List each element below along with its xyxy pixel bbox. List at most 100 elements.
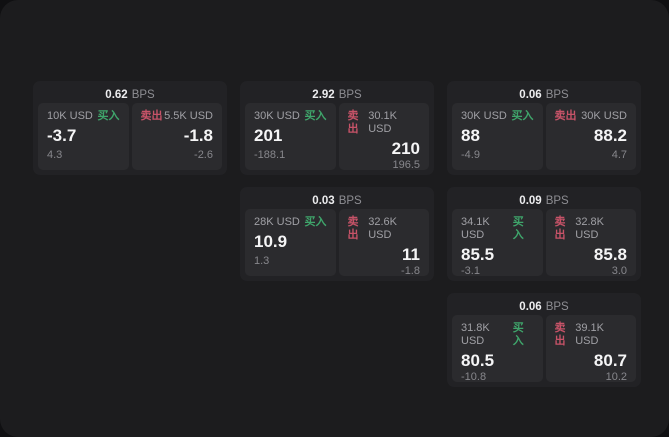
sell-badge[interactable]: 卖出 (554, 216, 566, 241)
buy-panel-top: 34.1K USD 买入 (461, 216, 534, 242)
sell-delta: 4.7 (611, 149, 627, 161)
quote-card: 0.09 BPS 34.1K USD 买入 85.5 -3.1 卖出 32.8K … (447, 187, 641, 281)
buy-panel-top: 30K USD 买入 (461, 110, 534, 123)
buy-badge[interactable]: 买入 (97, 110, 120, 122)
sell-badge[interactable]: 卖出 (554, 110, 577, 122)
buy-amount: 30K USD (254, 110, 300, 122)
bps-value: 0.09 (519, 195, 542, 207)
sell-price: 88.2 (593, 126, 627, 145)
sell-amount: 32.6K USD (368, 216, 397, 241)
buy-delta: -188.1 (254, 149, 286, 161)
bps-unit-label: BPS (338, 195, 362, 207)
bps-value: 2.92 (312, 89, 335, 101)
quote-card: 0.03 BPS 28K USD 买入 10.9 1.3 卖出 32.6K USD… (240, 187, 434, 281)
buy-panel-top: 30K USD 买入 (254, 110, 327, 123)
sell-badge[interactable]: 卖出 (347, 216, 359, 241)
card-header: 0.06 BPS (452, 85, 636, 103)
bps-unit-label: BPS (545, 301, 569, 313)
sell-price: -1.8 (183, 126, 213, 145)
bid-ask-panels: 28K USD 买入 10.9 1.3 卖出 32.6K USD 11 -1.8 (245, 209, 429, 277)
bid-ask-panels: 30K USD 买入 201 -188.1 卖出 30.1K USD 210 1… (245, 103, 429, 171)
quote-card: 2.92 BPS 30K USD 买入 201 -188.1 卖出 30.1K U… (240, 81, 434, 175)
buy-delta: 4.3 (47, 149, 63, 161)
card-header: 0.62 BPS (38, 85, 222, 103)
sell-delta: 196.5 (392, 159, 420, 171)
buy-price: 201 (254, 126, 283, 145)
bid-ask-panels: 34.1K USD 买入 85.5 -3.1 卖出 32.8K USD 85.8… (452, 209, 636, 277)
sell-delta: 10.2 (605, 371, 627, 383)
buy-panel-top: 28K USD 买入 (254, 216, 327, 229)
bid-ask-panels: 10K USD 买入 -3.7 4.3 卖出 5.5K USD -1.8 -2.… (38, 103, 222, 170)
buy-price: 10.9 (254, 232, 288, 251)
quote-card: 0.06 BPS 30K USD 买入 88 -4.9 卖出 30K USD 88… (447, 81, 641, 175)
card-header: 0.09 BPS (452, 191, 636, 209)
sell-panel-top: 卖出 39.1K USD (555, 322, 628, 348)
buy-panel[interactable]: 30K USD 买入 88 -4.9 (452, 103, 543, 170)
card-header: 0.06 BPS (452, 297, 636, 315)
quote-card: 0.06 BPS 31.8K USD 买入 80.5 -10.8 卖出 39.1K… (447, 293, 641, 387)
sell-amount: 32.8K USD (575, 216, 604, 241)
sell-price: 85.8 (593, 245, 627, 264)
buy-delta: -3.1 (461, 265, 480, 277)
sell-panel-top: 卖出 30K USD (555, 110, 628, 123)
buy-panel[interactable]: 10K USD 买入 -3.7 4.3 (38, 103, 129, 170)
quote-cards-grid: 0.62 BPS 10K USD 买入 -3.7 4.3 卖出 5.5K USD … (33, 81, 641, 387)
sell-price: 80.7 (593, 351, 627, 370)
buy-panel-top: 10K USD 买入 (47, 110, 120, 123)
sell-panel[interactable]: 卖出 39.1K USD 80.7 10.2 (545, 315, 636, 383)
buy-panel[interactable]: 34.1K USD 买入 85.5 -3.1 (452, 209, 543, 277)
sell-amount: 30K USD (581, 110, 627, 122)
sell-panel-top: 卖出 32.8K USD (555, 216, 628, 242)
buy-price: -3.7 (47, 126, 77, 145)
bps-value: 0.06 (519, 301, 542, 313)
bps-value: 0.06 (519, 89, 542, 101)
quote-card: 0.62 BPS 10K USD 买入 -3.7 4.3 卖出 5.5K USD … (33, 81, 227, 175)
buy-delta: -10.8 (461, 371, 487, 383)
sell-delta: -1.8 (401, 265, 420, 277)
buy-price: 88 (461, 126, 480, 145)
buy-price: 80.5 (461, 351, 495, 370)
buy-delta: 1.3 (254, 255, 270, 267)
sell-panel[interactable]: 卖出 32.6K USD 11 -1.8 (338, 209, 429, 277)
card-header: 2.92 BPS (245, 85, 429, 103)
buy-price: 85.5 (461, 245, 495, 264)
buy-panel[interactable]: 30K USD 买入 201 -188.1 (245, 103, 336, 170)
sell-amount: 39.1K USD (575, 322, 604, 347)
sell-delta: -2.6 (194, 149, 213, 161)
bps-unit-label: BPS (131, 89, 155, 101)
sell-price: 11 (402, 245, 420, 264)
buy-delta: -4.9 (461, 149, 480, 161)
sell-amount: 30.1K USD (368, 110, 397, 135)
sell-amount: 5.5K USD (164, 110, 213, 122)
sell-price: 210 (391, 139, 420, 158)
buy-badge[interactable]: 买入 (512, 216, 524, 241)
buy-amount: 10K USD (47, 110, 93, 122)
buy-badge[interactable]: 买入 (511, 110, 534, 122)
bid-ask-panels: 30K USD 买入 88 -4.9 卖出 30K USD 88.2 4.7 (452, 103, 636, 170)
buy-amount: 30K USD (461, 110, 507, 122)
sell-delta: 3.0 (611, 265, 627, 277)
sell-panel[interactable]: 卖出 30K USD 88.2 4.7 (545, 103, 636, 170)
buy-amount: 28K USD (254, 216, 300, 228)
sell-panel[interactable]: 卖出 5.5K USD -1.8 -2.6 (131, 103, 222, 170)
buy-panel-top: 31.8K USD 买入 (461, 322, 534, 348)
bid-ask-panels: 31.8K USD 买入 80.5 -10.8 卖出 39.1K USD 80.… (452, 315, 636, 383)
bps-unit-label: BPS (545, 195, 569, 207)
sell-panel[interactable]: 卖出 32.8K USD 85.8 3.0 (545, 209, 636, 277)
buy-amount: 31.8K USD (461, 322, 490, 347)
sell-badge[interactable]: 卖出 (347, 110, 359, 135)
buy-amount: 34.1K USD (461, 216, 490, 241)
sell-panel-top: 卖出 32.6K USD (348, 216, 421, 242)
buy-badge[interactable]: 买入 (512, 322, 524, 347)
sell-badge[interactable]: 卖出 (554, 322, 566, 347)
buy-badge[interactable]: 买入 (304, 216, 327, 228)
buy-panel[interactable]: 28K USD 买入 10.9 1.3 (245, 209, 336, 276)
sell-panel[interactable]: 卖出 30.1K USD 210 196.5 (338, 103, 429, 171)
bps-unit-label: BPS (338, 89, 362, 101)
buy-badge[interactable]: 买入 (304, 110, 327, 122)
buy-panel[interactable]: 31.8K USD 买入 80.5 -10.8 (452, 315, 543, 383)
card-header: 0.03 BPS (245, 191, 429, 209)
bps-unit-label: BPS (545, 89, 569, 101)
sell-badge[interactable]: 卖出 (140, 110, 163, 122)
